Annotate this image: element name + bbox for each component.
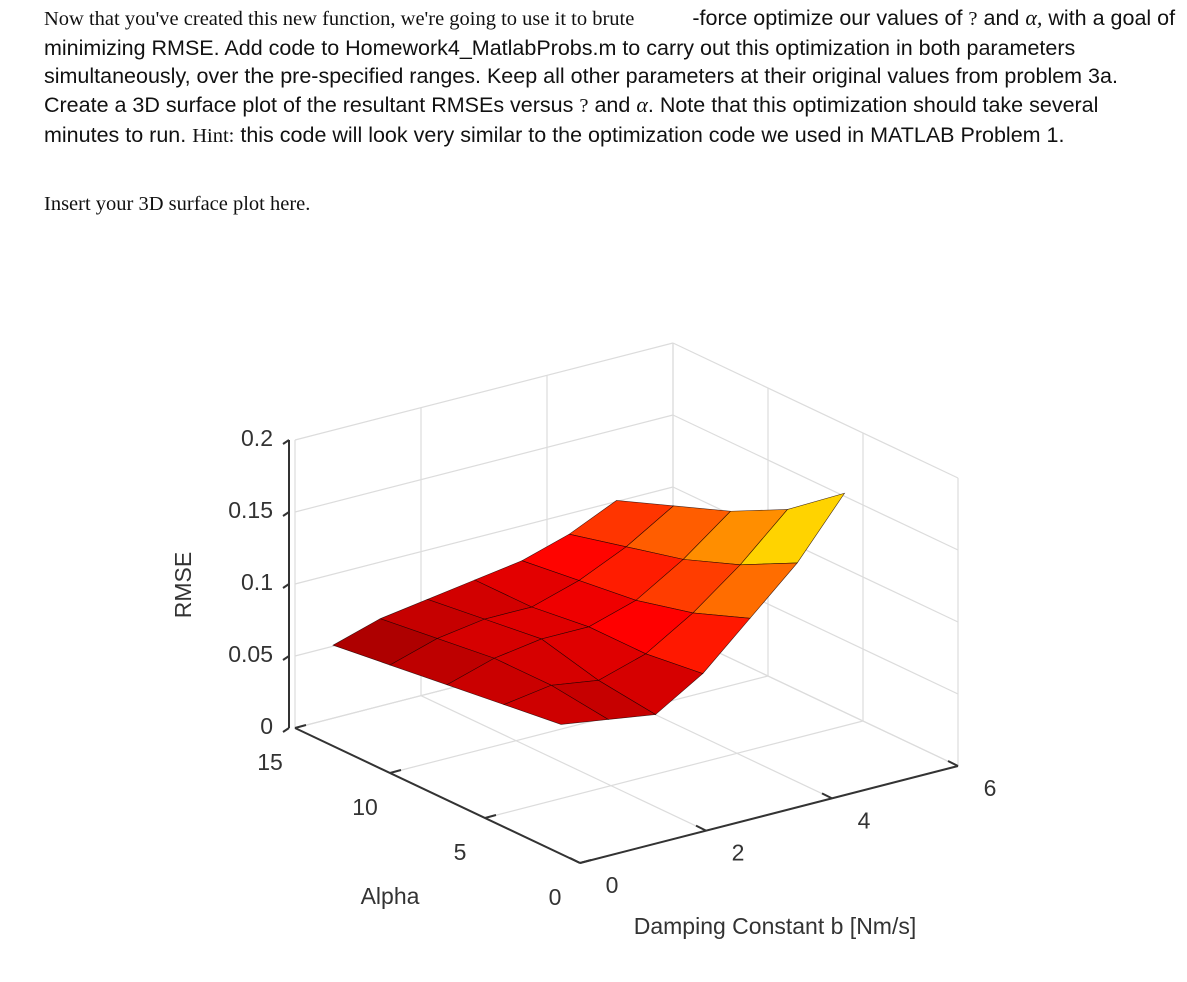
- paragraph: Now that you've created this new functio…: [44, 4, 1179, 151]
- tick-mark: [579, 859, 592, 864]
- y-tick-label: 5: [454, 839, 467, 865]
- z-tick-label: 0.15: [228, 497, 273, 523]
- text: -force optimize our values of: [692, 6, 963, 30]
- text: this code will look very similar to the …: [240, 122, 1065, 147]
- tick-mark: [282, 583, 290, 589]
- text: with a goal of minimizing RMSE. Add code…: [44, 6, 1176, 118]
- grid-line: [294, 486, 674, 585]
- tick-mark: [294, 724, 307, 729]
- x-tick-label: 2: [732, 840, 745, 866]
- grid-line: [672, 630, 959, 767]
- z-axis-label: RMSE: [170, 552, 196, 618]
- tick-mark: [389, 769, 402, 774]
- grid-line: [294, 414, 674, 513]
- axis-line: [294, 727, 581, 864]
- prompt: Insert your 3D surface plot here.: [44, 193, 311, 215]
- tick-mark: [484, 814, 497, 819]
- y-axis-label: Alpha: [361, 883, 420, 909]
- y-tick-label: 0: [549, 884, 562, 910]
- z-tick-label: 0: [260, 713, 273, 739]
- grid-line: [672, 342, 959, 479]
- tick-mark: [282, 511, 290, 517]
- tick-mark: [282, 727, 290, 733]
- tick-mark: [282, 439, 290, 445]
- z-tick-label: 0.1: [241, 569, 273, 595]
- tick-mark: [695, 824, 707, 832]
- x-tick-label: 6: [984, 775, 997, 801]
- grid-line: [484, 720, 864, 819]
- tick-mark: [821, 792, 833, 800]
- text: Now that you've created this new functio…: [44, 8, 635, 30]
- text: . Note that this optimization should tak…: [44, 93, 1099, 147]
- x-axis-label: Damping Constant b [Nm/s]: [634, 913, 917, 939]
- y-tick-label: 15: [257, 749, 283, 775]
- y-tick-label: 10: [352, 794, 378, 820]
- grid-line: [420, 695, 707, 832]
- hint-label: Hint:: [192, 124, 235, 147]
- text: and: [983, 6, 1020, 30]
- text: ?: [968, 8, 978, 30]
- tick-mark: [282, 655, 290, 661]
- text: ?: [579, 95, 589, 118]
- grid-line: [672, 486, 959, 623]
- grid-line: [389, 675, 769, 774]
- z-tick-label: 0.05: [228, 641, 273, 667]
- text: and: [594, 93, 631, 118]
- grid-line: [672, 414, 959, 551]
- grid-line: [294, 342, 674, 441]
- tick-mark: [569, 857, 581, 864]
- axis-line: [579, 765, 959, 864]
- symbol: α,: [1025, 5, 1043, 30]
- x-tick-label: 4: [858, 807, 871, 833]
- z-tick-label: 0.2: [241, 425, 273, 451]
- surface-face: [503, 684, 610, 725]
- x-tick-label: 0: [606, 872, 619, 898]
- tick-mark: [947, 760, 959, 767]
- symbol: α: [636, 92, 648, 118]
